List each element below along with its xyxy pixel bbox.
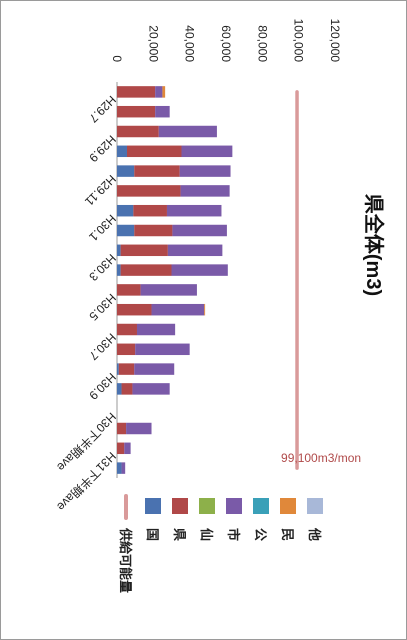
bar-segment: [116, 86, 156, 98]
bar-segment: [117, 303, 152, 316]
x-category-label: H30.9: [86, 370, 119, 403]
bar-segment: [140, 284, 197, 296]
bar-segment: [135, 343, 190, 356]
y-tick-label: 60,000: [219, 25, 233, 62]
bar-segment: [117, 363, 119, 375]
bar-segment: [117, 165, 135, 177]
bar-segment: [117, 244, 121, 257]
bar-segment: [117, 323, 137, 336]
bar-segment: [172, 224, 227, 237]
bar-segment: [134, 224, 173, 237]
bar-segment: [204, 303, 206, 316]
legend-label: 国: [145, 528, 160, 541]
y-tick-label: 0: [110, 55, 124, 62]
bar-segment: [171, 264, 228, 276]
legend-swatch: [307, 498, 323, 514]
bar-segment: [134, 363, 175, 375]
bar-segment: [166, 204, 222, 217]
bar-segment: [158, 125, 217, 138]
bar-segment: [151, 303, 205, 316]
bar-segment: [117, 224, 135, 237]
bar-segment: [179, 165, 231, 177]
bar-segment: [155, 105, 170, 118]
legend-label: 市: [226, 528, 241, 541]
y-tick-label: 100,000: [292, 19, 306, 63]
bar-segment: [133, 204, 167, 217]
bar-segment: [117, 462, 122, 474]
legend-swatch: [145, 498, 161, 514]
x-category-label: H30.5: [86, 291, 119, 324]
legend-swatch: [226, 498, 242, 514]
bar-segment: [117, 204, 134, 217]
x-category-label: H30.7: [86, 330, 119, 363]
supply-line-group: 99,100m3/mon: [281, 90, 361, 470]
bars: [116, 86, 233, 474]
bar-segment: [121, 462, 126, 474]
bar-segment: [136, 323, 176, 336]
y-tick-label: 20,000: [146, 25, 160, 62]
legend-swatch: [199, 498, 215, 514]
legend-swatch: [253, 498, 269, 514]
bar-segment: [116, 284, 141, 296]
bar-segment: [155, 86, 163, 98]
legend-swatch: [172, 498, 188, 514]
bar-segment: [181, 145, 233, 158]
legend-swatch: [280, 498, 296, 514]
bar-segment: [180, 185, 230, 197]
x-category-label: H30.1: [86, 212, 119, 245]
bar-segment: [117, 383, 122, 395]
bar-segment: [118, 363, 135, 375]
bar-segment: [117, 264, 121, 276]
bar-segment: [116, 442, 125, 455]
bar-segment: [120, 264, 172, 276]
x-category-label: H29.9: [86, 132, 119, 165]
bar-segment: [117, 125, 159, 138]
legend-label: 供給可能量: [118, 527, 133, 593]
chart-title: 県全体(m3): [362, 194, 386, 296]
bar-segment: [134, 165, 180, 177]
bar-segment: [116, 145, 127, 158]
bar-segment: [167, 244, 223, 257]
supply-line-label: 99,100m3/mon: [281, 451, 361, 465]
bar-segment: [117, 343, 136, 356]
x-category-label: H29.7: [86, 93, 119, 126]
x-category-label: H29.11: [82, 172, 119, 209]
bar-segment: [120, 244, 168, 257]
x-category-label: H30.3: [86, 251, 119, 284]
y-tick-label: 40,000: [183, 25, 197, 62]
legend-label: 民: [280, 528, 295, 541]
bar-segment: [162, 86, 166, 98]
bar-segment: [124, 442, 131, 455]
bar-segment: [116, 105, 156, 118]
bar-segment: [126, 145, 182, 158]
legend-label: 仙: [199, 528, 214, 541]
y-tick-label: 120,000: [328, 19, 342, 63]
bar-segment: [132, 383, 170, 395]
bar-segment: [117, 185, 181, 197]
bar-segment: [126, 422, 152, 435]
bar-segment: [121, 383, 133, 395]
legend-label: 公: [253, 528, 268, 541]
legend-label: 他: [307, 527, 322, 541]
bar-segment: [116, 422, 127, 435]
legend-label: 県: [172, 528, 187, 541]
y-tick-label: 80,000: [255, 25, 269, 62]
